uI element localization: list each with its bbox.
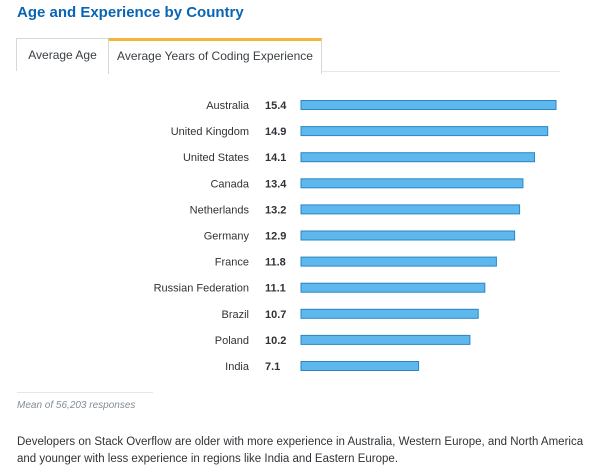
value-label-russian-federation: 11.1 [265,283,286,295]
divider [17,392,153,393]
value-label-france: 11.8 [265,257,286,269]
category-label-united-states: United States [183,152,250,164]
tab-average-coding-experience[interactable]: Average Years of Coding Experience [108,38,322,74]
bar-russian-federation [300,282,486,293]
bar-united-states [300,152,535,163]
page-title: Age and Experience by Country [17,4,244,21]
chart-description: Developers on Stack Overflow are older w… [17,436,584,465]
tab-divider [322,71,560,72]
category-label-united-kingdom: United Kingdom [171,126,249,138]
category-label-canada: Canada [210,178,249,190]
category-label-russian-federation: Russian Federation [154,283,249,295]
bar-france [300,256,497,267]
value-label-canada: 13.4 [265,178,287,190]
bar-poland [300,334,471,345]
bar-germany [300,230,516,241]
bar-brazil [300,308,479,319]
value-label-germany: 12.9 [265,231,286,243]
category-label-brazil: Brazil [221,309,249,321]
bar-canada [300,178,524,189]
value-label-australia: 15.4 [265,100,287,112]
value-label-netherlands: 13.2 [265,204,286,216]
category-label-netherlands: Netherlands [190,204,250,216]
category-label-australia: Australia [206,100,250,112]
value-label-poland: 10.2 [265,335,286,347]
bar-netherlands [300,204,521,215]
category-label-germany: Germany [204,231,250,243]
value-label-united-states: 14.1 [265,152,286,164]
value-label-brazil: 10.7 [265,309,286,321]
value-label-united-kingdom: 14.9 [265,126,286,138]
bar-india [300,361,420,371]
category-label-poland: Poland [215,335,249,347]
value-label-india: 7.1 [265,361,280,373]
bar-united-kingdom [300,126,549,137]
bar-australia [300,100,557,110]
response-count-note: Mean of 56,203 responses [17,400,136,411]
category-label-india: India [225,361,250,373]
category-label-france: France [215,257,249,269]
